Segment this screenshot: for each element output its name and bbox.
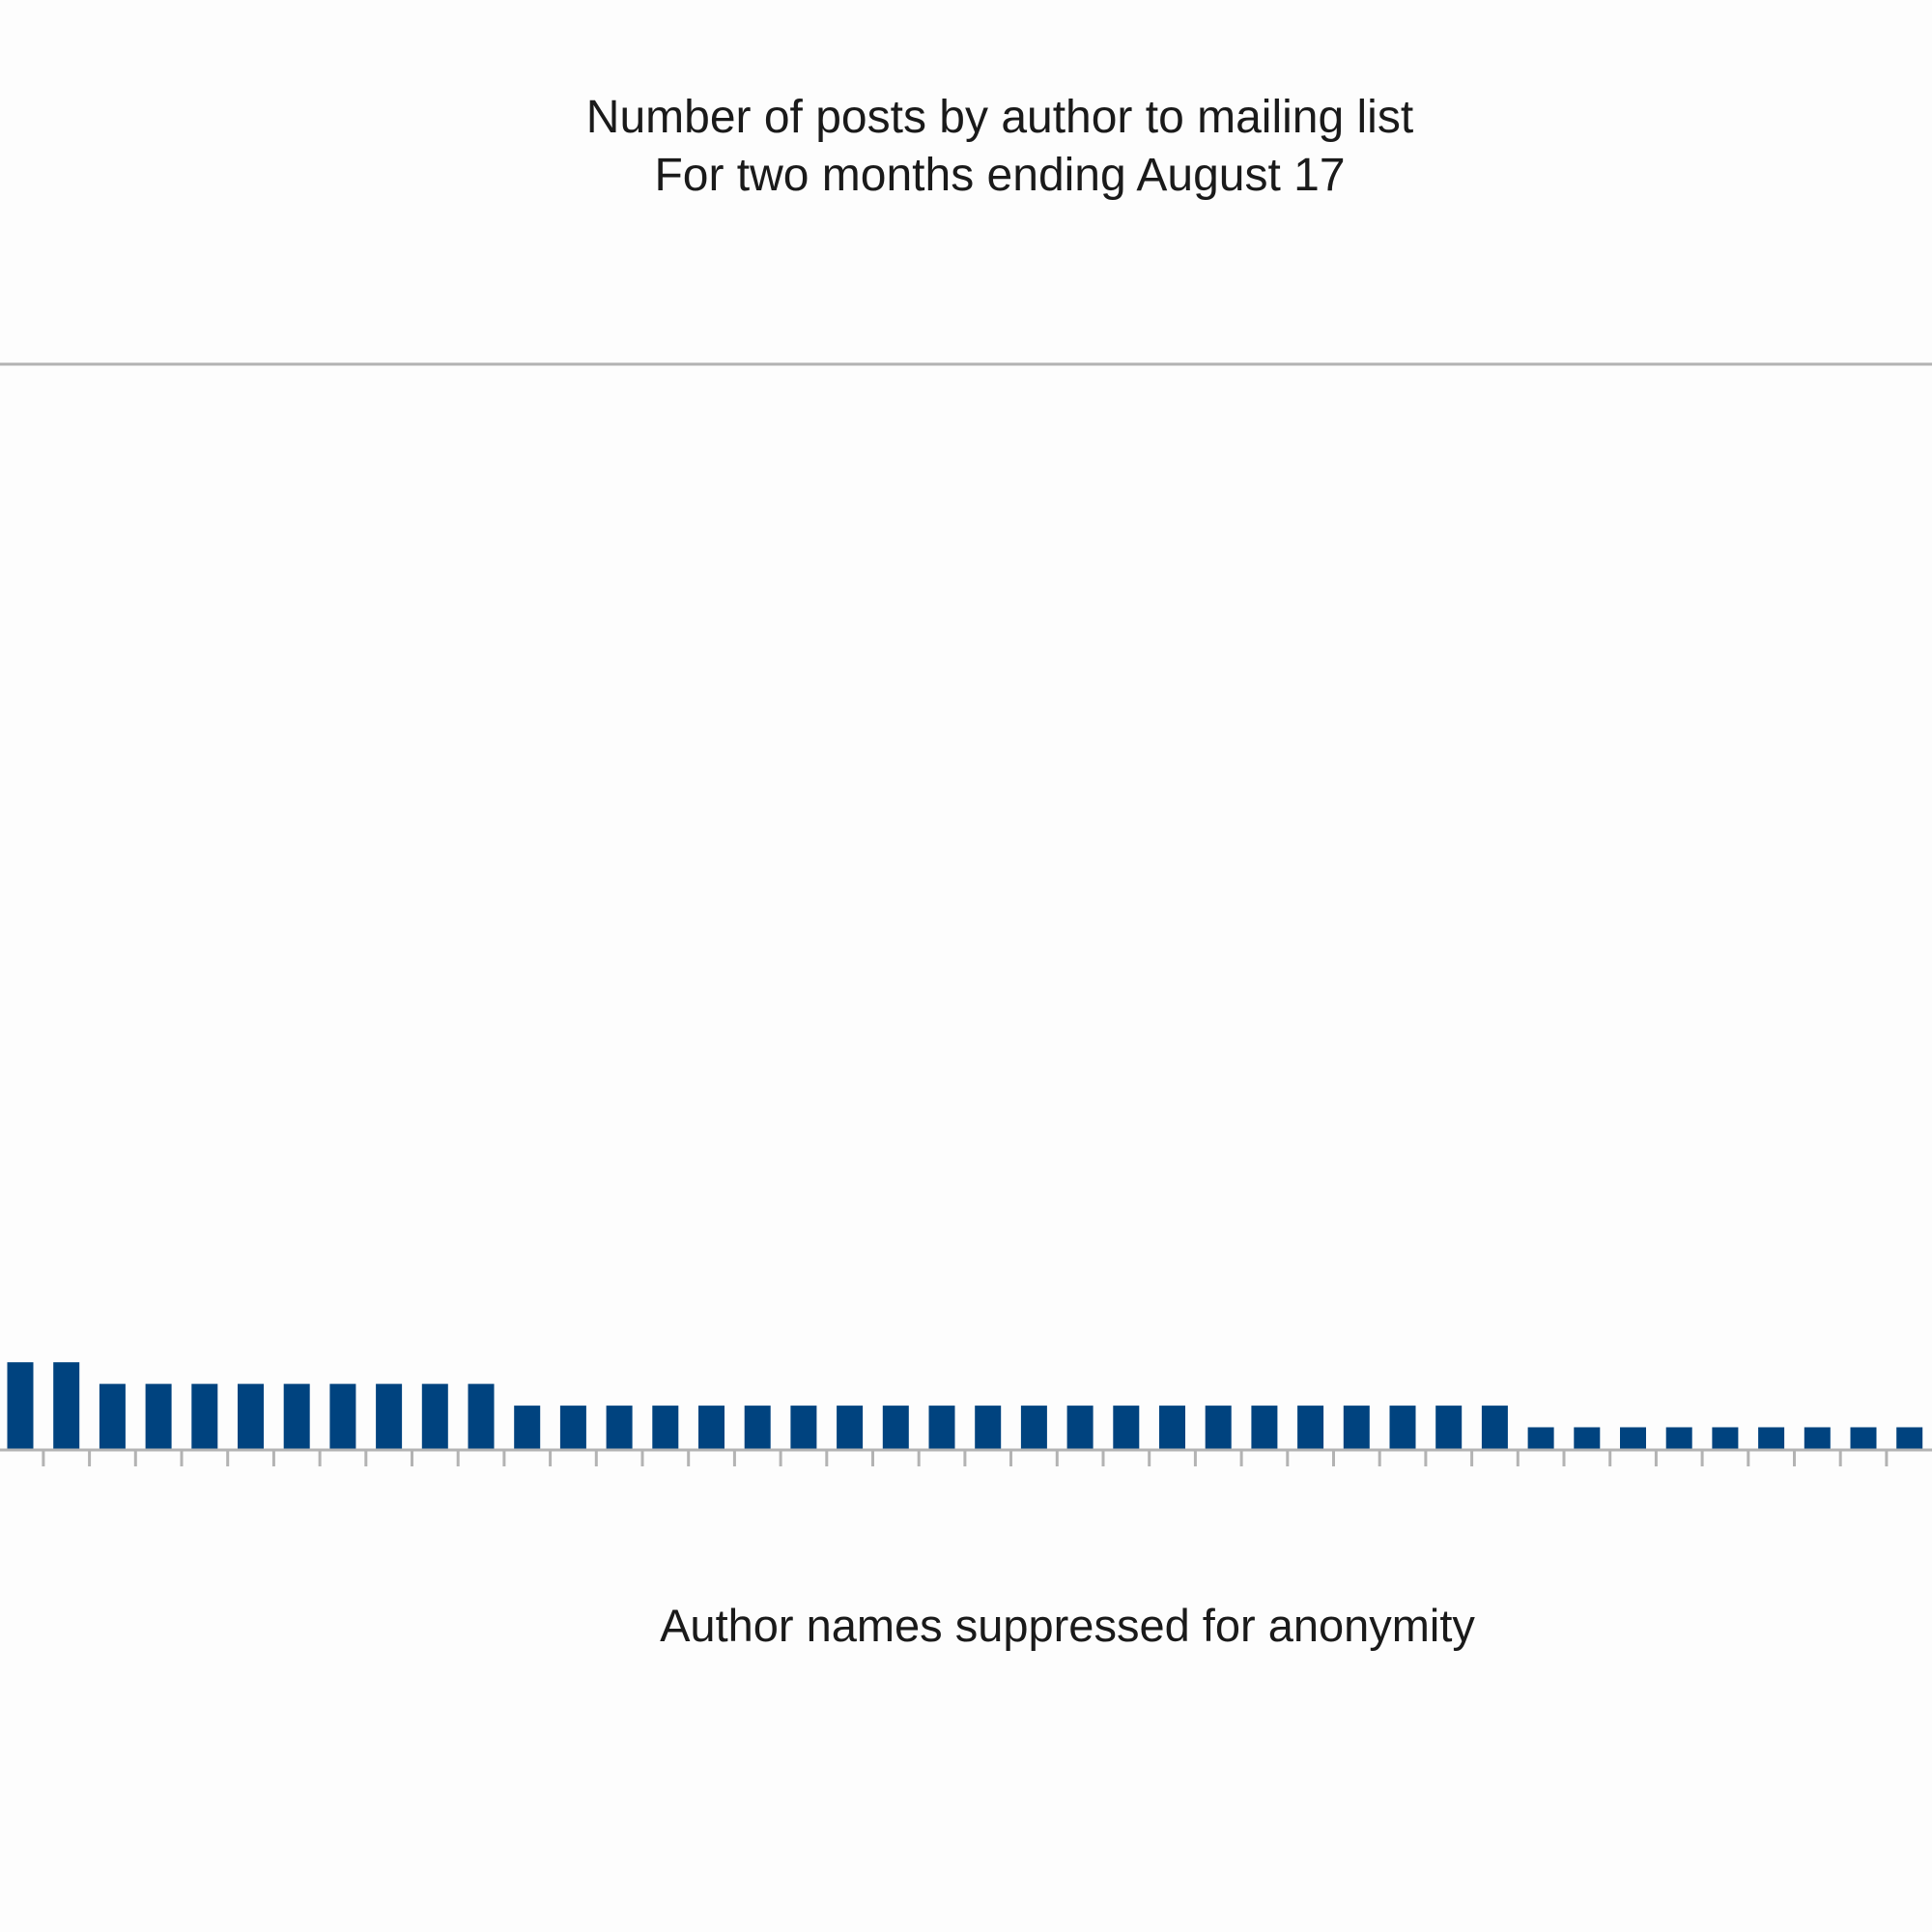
bar-22 (975, 1406, 1002, 1449)
bar-34 (1527, 1427, 1554, 1449)
bar-3 (99, 1383, 126, 1449)
bar-10 (421, 1383, 448, 1449)
bar-4 (145, 1383, 172, 1449)
bar-40 (1804, 1427, 1831, 1449)
bar-9 (376, 1383, 403, 1449)
bar-33 (1481, 1406, 1508, 1449)
bar-39 (1758, 1427, 1785, 1449)
bar-29 (1297, 1406, 1324, 1449)
bar-21 (928, 1406, 955, 1449)
bar-5 (191, 1383, 218, 1449)
bar-11 (468, 1383, 495, 1449)
bar-41 (1850, 1427, 1877, 1449)
bar-37 (1665, 1427, 1692, 1449)
bar-32 (1435, 1406, 1463, 1449)
bar-18 (790, 1406, 817, 1449)
x-axis-label: Author names suppressed for anonymity (660, 1600, 1475, 1651)
bar-7 (283, 1383, 310, 1449)
bar-35 (1574, 1427, 1601, 1449)
bar-1 (7, 1362, 34, 1449)
bar-6 (238, 1383, 264, 1449)
chart-title-block: Number of posts by author to mailing lis… (0, 89, 1932, 205)
bar-12 (514, 1406, 541, 1449)
bar-31 (1389, 1406, 1416, 1449)
bar-30 (1343, 1406, 1370, 1449)
x-axis-ticks (42, 1449, 1889, 1466)
chart-subtitle: For two months ending August 17 (654, 150, 1346, 201)
bar-26 (1159, 1406, 1185, 1449)
bar-36 (1620, 1427, 1646, 1449)
bar-38 (1712, 1427, 1739, 1449)
bar-series (7, 1362, 1923, 1449)
bar-8 (329, 1383, 356, 1449)
bar-17 (744, 1406, 771, 1449)
bar-13 (559, 1406, 586, 1449)
bar-25 (1113, 1406, 1140, 1449)
bar-28 (1251, 1406, 1278, 1449)
bar-19 (837, 1406, 864, 1449)
bar-20 (882, 1406, 909, 1449)
bar-24 (1066, 1406, 1094, 1449)
bar-16 (698, 1406, 724, 1449)
bar-42 (1896, 1427, 1923, 1449)
bar-27 (1205, 1406, 1232, 1449)
bar-23 (1020, 1406, 1047, 1449)
chart-title: Number of posts by author to mailing lis… (585, 92, 1414, 143)
bar-14 (606, 1406, 633, 1449)
bar-2 (53, 1362, 80, 1449)
bar-15 (652, 1406, 679, 1449)
